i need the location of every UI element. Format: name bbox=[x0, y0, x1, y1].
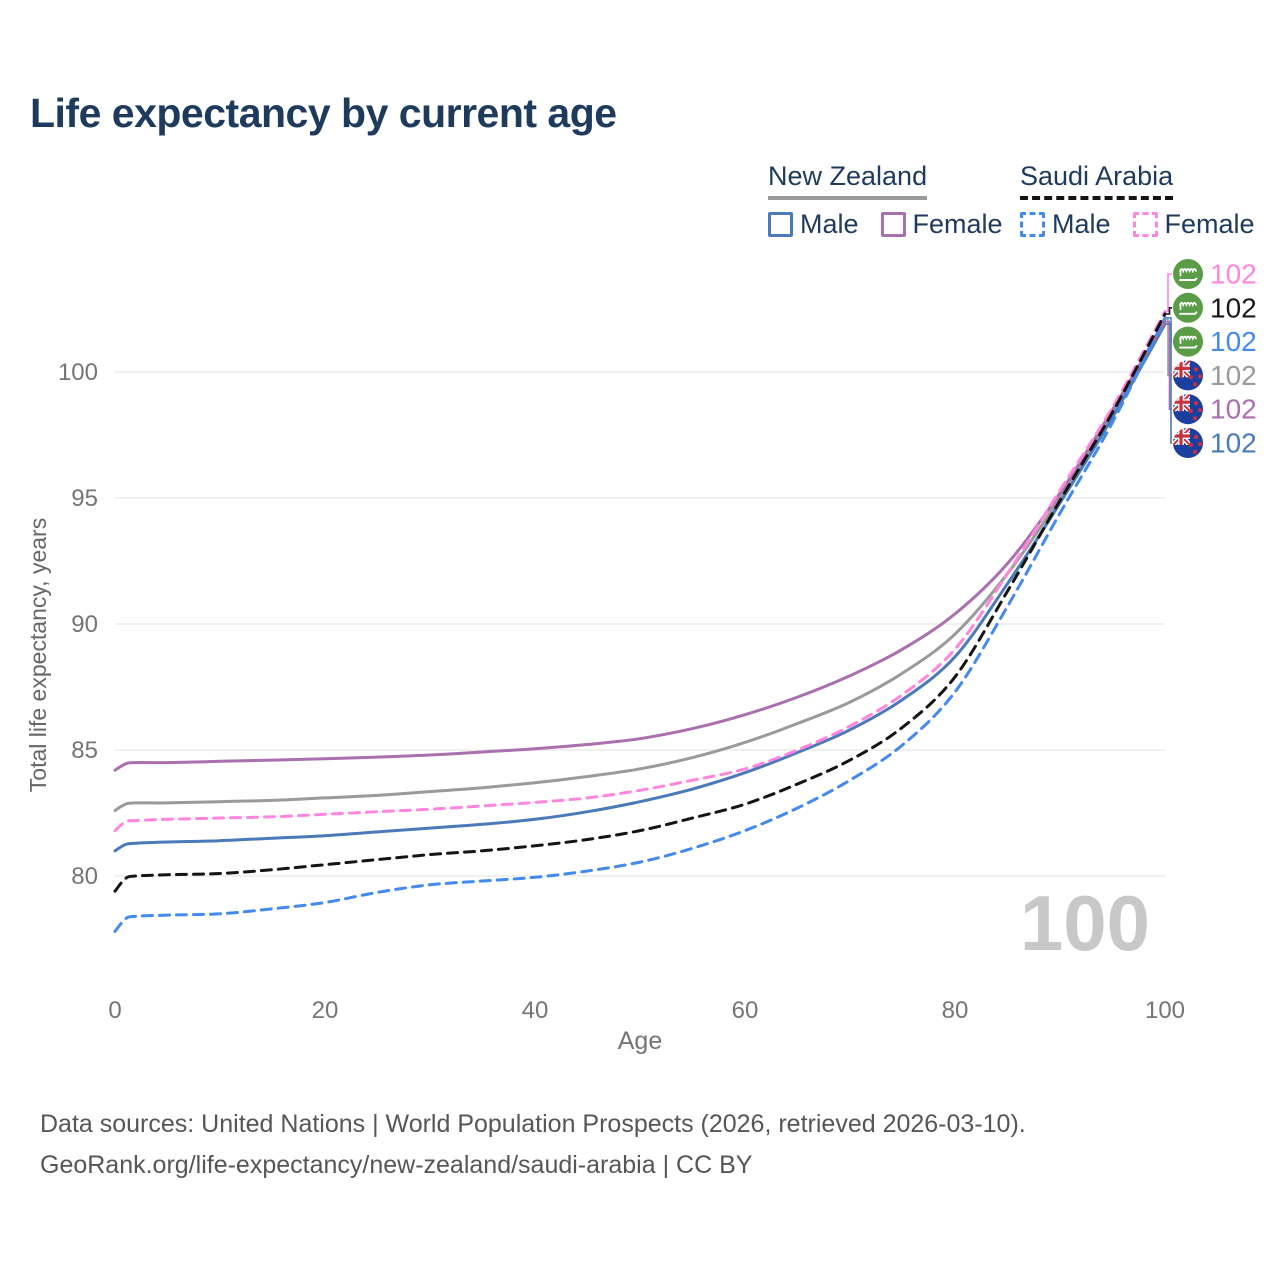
x-tick-label: 100 bbox=[1145, 997, 1185, 1024]
saudi-arabia-flag-icon bbox=[1173, 292, 1203, 323]
legend-group-saudi-arabia: Saudi Arabia Male Female bbox=[1020, 161, 1255, 240]
legend-checkbox-nz-female[interactable] bbox=[880, 212, 906, 237]
end-label-value: 102 bbox=[1210, 394, 1257, 425]
legend-checkbox-nz-male[interactable] bbox=[768, 212, 793, 237]
new-zealand-flag-icon bbox=[1173, 394, 1203, 425]
legend-item-nz-female[interactable]: Female bbox=[880, 209, 1003, 240]
legend-item-nz-male[interactable]: Male bbox=[768, 209, 859, 240]
footer: Data sources: United Nations | World Pop… bbox=[40, 1104, 1026, 1186]
saudi-arabia-flag-icon bbox=[1173, 326, 1203, 357]
x-tick-label: 60 bbox=[732, 997, 759, 1024]
legend-group-new-zealand: New Zealand Male Female bbox=[768, 161, 1003, 240]
end-label-value: 102 bbox=[1210, 326, 1257, 357]
end-label-value: 102 bbox=[1210, 292, 1257, 323]
series-line-sa-female[interactable] bbox=[113, 310, 1167, 833]
series-line-nz-female[interactable] bbox=[113, 320, 1167, 772]
legend-label-sa-female: Female bbox=[1164, 209, 1255, 239]
new-zealand-flag-icon bbox=[1173, 360, 1203, 391]
end-label-connector bbox=[1165, 307, 1172, 315]
x-axis-title: Age bbox=[618, 1027, 662, 1055]
legend-label-nz-male: Male bbox=[800, 209, 859, 239]
end-label-connector bbox=[1165, 323, 1172, 444]
legend-label-sa-male: Male bbox=[1052, 209, 1111, 239]
age-watermark: 100 bbox=[1020, 879, 1150, 967]
y-tick-label: 100 bbox=[58, 359, 98, 386]
y-tick-label: 85 bbox=[71, 737, 98, 764]
series-line-nz-male[interactable] bbox=[113, 322, 1167, 853]
legend-checkbox-sa-female[interactable] bbox=[1132, 212, 1158, 237]
series-line-sa-male[interactable] bbox=[113, 316, 1167, 933]
legend-country-new-zealand[interactable]: New Zealand bbox=[768, 161, 928, 200]
legend-item-sa-female[interactable]: Female bbox=[1132, 209, 1255, 240]
legend-item-sa-male[interactable]: Male bbox=[1020, 209, 1111, 240]
y-tick-label: 80 bbox=[71, 863, 98, 890]
y-axis-title: Total life expectancy, years bbox=[25, 518, 51, 792]
x-tick-label: 20 bbox=[312, 997, 339, 1024]
x-tick-label: 40 bbox=[522, 997, 549, 1024]
legend-country-saudi-arabia[interactable]: Saudi Arabia bbox=[1020, 161, 1174, 200]
y-tick-label: 90 bbox=[71, 611, 98, 638]
x-tick-label: 80 bbox=[942, 997, 969, 1024]
legend-checkbox-sa-male[interactable] bbox=[1020, 212, 1045, 237]
legend-label-nz-female: Female bbox=[912, 209, 1003, 239]
end-label-value: 102 bbox=[1210, 259, 1257, 290]
y-tick-label: 95 bbox=[71, 485, 98, 512]
end-label-connector bbox=[1165, 273, 1172, 313]
new-zealand-flag-icon bbox=[1173, 428, 1203, 458]
x-tick-label: 0 bbox=[108, 997, 121, 1024]
data-sources-line: Data sources: United Nations | World Pop… bbox=[40, 1110, 1026, 1138]
end-label-value: 102 bbox=[1210, 360, 1257, 391]
end-label-value: 102 bbox=[1210, 428, 1257, 459]
page-title: Life expectancy by current age bbox=[30, 90, 617, 136]
saudi-arabia-flag-icon bbox=[1173, 259, 1203, 289]
attribution-line: GeoRank.org/life-expectancy/new-zealand/… bbox=[40, 1151, 753, 1179]
series-line-sa-both[interactable] bbox=[113, 312, 1167, 893]
